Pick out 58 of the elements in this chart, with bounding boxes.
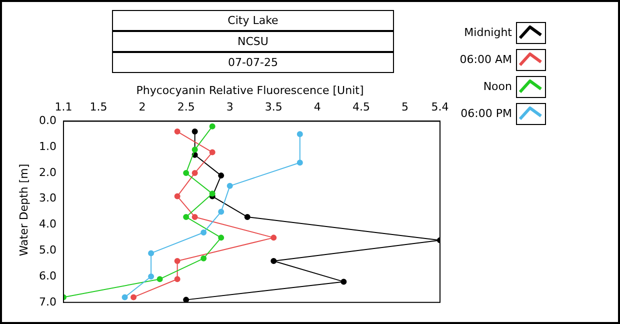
legend-label: Midnight (463, 26, 513, 39)
point (183, 296, 190, 302)
point (218, 208, 224, 215)
point (130, 294, 137, 300)
legend-label: 06:00 PM (460, 107, 513, 120)
x-axis-title: Phycocyanin Relative Fluorescence [Unit] (136, 84, 364, 97)
y-tick-label: 0.0 (38, 114, 56, 128)
y-tick-label: 1.0 (38, 140, 56, 153)
x-tick-label: 3 (226, 100, 234, 114)
x-tick-label: 4.5 (352, 100, 370, 114)
y-tick-label: 7.0 (38, 295, 56, 308)
point (226, 182, 233, 189)
point (209, 190, 216, 197)
legend-label: 06:00 AM (458, 53, 513, 66)
y-tick-label: 3.0 (38, 192, 56, 205)
point (209, 123, 216, 130)
point (148, 250, 154, 256)
y-tick-label: 4.0 (38, 218, 56, 231)
point (218, 234, 224, 241)
point (209, 149, 216, 156)
y-tick-label: 6.0 (38, 269, 56, 282)
y-tick-label: 2.0 (38, 166, 56, 179)
point (200, 255, 207, 262)
point (192, 146, 198, 153)
point (192, 170, 198, 176)
y-tick-label: 5.0 (38, 243, 56, 256)
legend-label: Noon (482, 80, 513, 93)
point (296, 131, 303, 138)
x-tick-label: 1.5 (90, 100, 108, 114)
point (174, 258, 180, 264)
point (174, 193, 180, 200)
point (122, 294, 128, 300)
point (296, 160, 303, 166)
x-tick-label: 2.5 (177, 100, 195, 114)
point (340, 278, 347, 285)
point (183, 214, 190, 220)
chart-title: City Lake (113, 11, 393, 32)
point (192, 128, 198, 135)
chart-subtitle: NCSU (113, 32, 393, 53)
point (218, 172, 224, 179)
point (200, 230, 207, 236)
x-tick-label: 5.4 (431, 100, 449, 114)
point (148, 274, 154, 280)
point (156, 276, 163, 282)
x-tick-label: 3.5 (264, 100, 282, 114)
y-axis-title: Water Depth [m] (18, 164, 30, 256)
x-tick-label: 2 (138, 100, 146, 114)
point (174, 276, 180, 282)
point (244, 214, 250, 220)
x-tick-label: 1.1 (54, 100, 72, 114)
point (270, 258, 277, 264)
point (174, 128, 180, 135)
point (183, 170, 190, 176)
x-tick-label: 5 (401, 100, 408, 114)
point (270, 234, 277, 241)
point (192, 214, 198, 220)
text: 07-07-25 (227, 55, 279, 71)
x-tick-label: 4 (314, 100, 321, 114)
